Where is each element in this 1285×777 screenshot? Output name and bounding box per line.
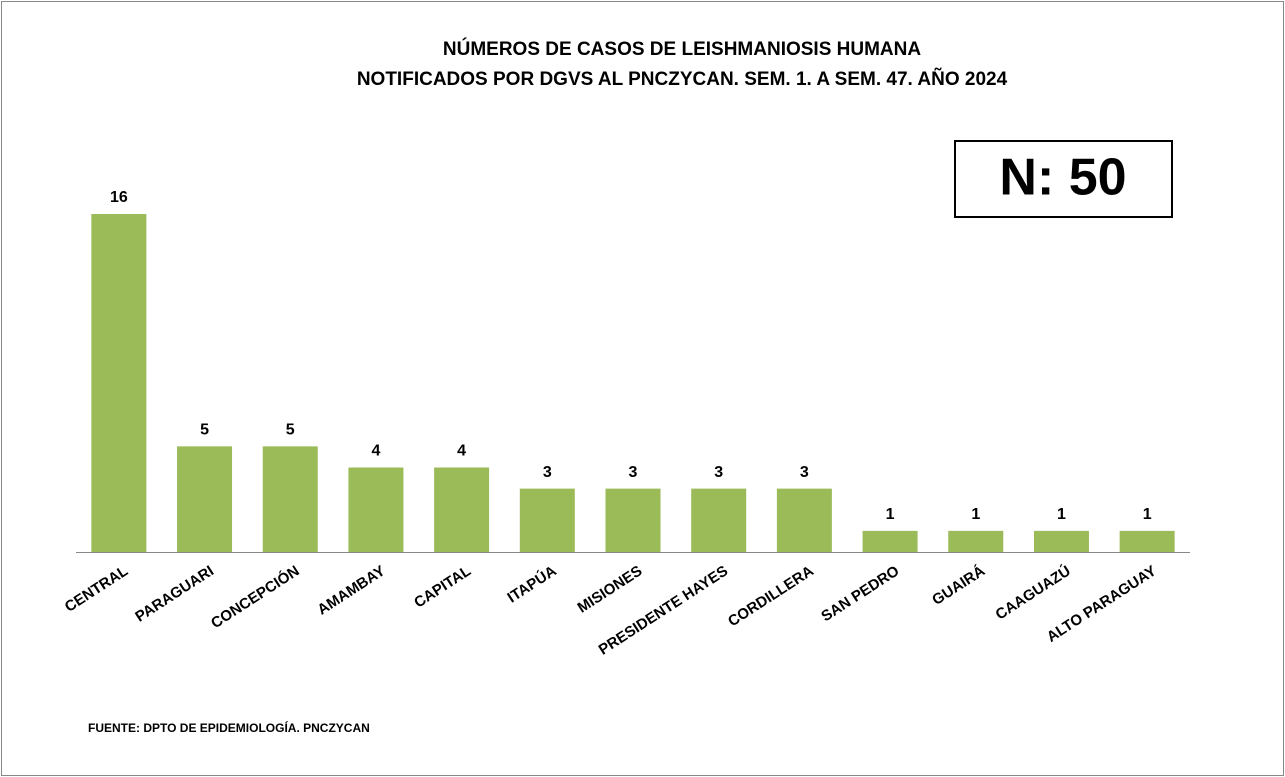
bar: [177, 446, 233, 552]
data-label: 5: [286, 422, 295, 439]
bar: [262, 446, 318, 552]
source-note: FUENTE: DPTO DE EPIDEMIOLOGÍA. PNCZYCAN: [88, 720, 370, 735]
data-label: 3: [714, 464, 723, 481]
data-label: 3: [629, 464, 638, 481]
bar: [862, 530, 918, 552]
bar: [519, 488, 575, 552]
data-label: 1: [1143, 506, 1152, 523]
data-label: 1: [971, 506, 980, 523]
bar: [691, 488, 747, 552]
bar: [605, 488, 661, 552]
chart-title: NÚMEROS DE CASOS DE LEISHMANIOSIS HUMANA: [443, 38, 921, 60]
bar: [91, 214, 147, 552]
annotation: N: 50: [999, 149, 1126, 207]
bar: [776, 488, 832, 552]
data-label: 16: [110, 189, 128, 206]
bar: [948, 530, 1004, 552]
data-label: 1: [886, 506, 895, 523]
annotation-box: [954, 140, 1173, 218]
data-label: 4: [371, 443, 380, 460]
bar: [434, 467, 490, 552]
data-label: 5: [200, 422, 209, 439]
data-label: 3: [800, 464, 809, 481]
data-label: 3: [543, 464, 552, 481]
bar: [1119, 530, 1175, 552]
bar: [1033, 530, 1089, 552]
data-label: 1: [1057, 506, 1066, 523]
data-label: 4: [457, 443, 466, 460]
bar: [348, 467, 404, 552]
chart-title: NOTIFICADOS POR DGVS AL PNCZYCAN. SEM. 1…: [357, 68, 1008, 90]
